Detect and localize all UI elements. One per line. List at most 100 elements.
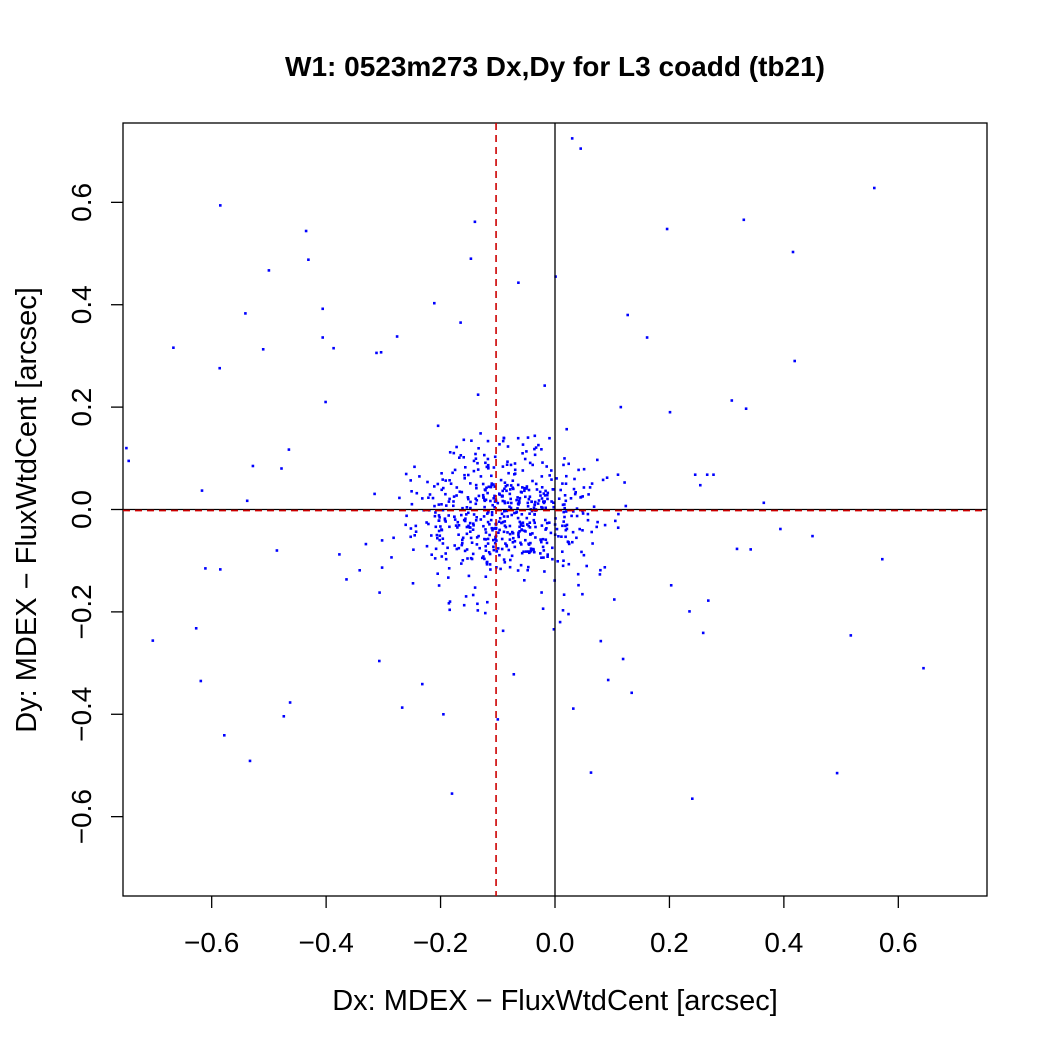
data-point xyxy=(493,541,497,545)
data-point xyxy=(542,549,546,552)
data-point xyxy=(219,204,222,207)
data-point xyxy=(455,547,459,551)
data-point xyxy=(479,432,482,435)
data-point xyxy=(492,483,495,486)
data-point xyxy=(485,563,489,566)
data-point xyxy=(541,461,544,464)
data-point xyxy=(479,518,483,521)
data-point xyxy=(493,505,496,509)
data-point xyxy=(526,505,530,508)
data-point xyxy=(525,516,529,520)
data-point xyxy=(575,536,578,540)
data-point xyxy=(492,538,495,542)
data-point xyxy=(510,513,513,517)
data-point xyxy=(507,471,510,475)
data-point xyxy=(502,436,506,440)
data-point xyxy=(418,475,421,478)
data-point xyxy=(515,510,519,514)
data-point xyxy=(563,503,566,506)
data-point xyxy=(541,607,545,610)
data-point xyxy=(508,565,512,569)
data-point xyxy=(473,586,477,589)
data-point xyxy=(535,488,539,491)
data-point xyxy=(551,546,554,550)
data-point xyxy=(460,562,463,565)
data-point xyxy=(453,515,456,518)
data-point xyxy=(548,436,551,440)
data-point xyxy=(512,536,515,540)
data-point xyxy=(525,550,528,553)
data-point xyxy=(441,508,445,512)
data-point xyxy=(562,520,565,523)
data-point xyxy=(505,463,509,466)
data-point xyxy=(427,522,430,526)
data-point xyxy=(505,489,508,493)
data-point xyxy=(513,473,516,476)
data-point xyxy=(444,520,447,523)
data-point xyxy=(542,556,545,559)
data-point xyxy=(499,478,503,482)
data-point xyxy=(742,218,746,222)
data-point xyxy=(544,538,548,541)
data-point xyxy=(543,494,547,497)
data-point xyxy=(508,505,511,508)
data-point xyxy=(498,528,501,532)
data-point xyxy=(438,534,442,537)
data-point xyxy=(469,506,472,510)
data-point xyxy=(520,513,524,516)
data-point xyxy=(586,512,590,516)
data-point xyxy=(849,634,853,637)
data-point xyxy=(488,533,491,537)
data-point xyxy=(172,346,175,349)
data-point xyxy=(533,521,536,525)
data-point xyxy=(575,514,579,518)
data-point xyxy=(551,557,554,561)
data-point xyxy=(461,559,465,562)
data-point xyxy=(509,506,513,510)
data-point xyxy=(527,542,530,546)
data-point xyxy=(483,557,486,561)
data-point xyxy=(699,483,702,487)
chart-title: W1: 0523m273 Dx,Dy for L3 coadd (tb21) xyxy=(285,51,825,82)
data-point xyxy=(550,500,553,503)
data-point xyxy=(457,533,460,536)
data-point xyxy=(439,525,442,528)
data-point xyxy=(520,543,523,546)
data-point xyxy=(586,518,590,522)
data-point xyxy=(472,513,476,516)
data-point xyxy=(749,548,752,551)
data-point xyxy=(712,473,715,476)
data-point xyxy=(463,477,466,480)
data-point xyxy=(474,457,478,460)
data-point xyxy=(288,701,292,704)
data-point xyxy=(486,542,490,545)
data-point xyxy=(482,515,486,518)
data-point xyxy=(476,602,479,606)
data-point xyxy=(457,524,461,527)
data-point xyxy=(453,518,457,521)
data-point xyxy=(358,569,361,572)
data-point xyxy=(485,465,489,469)
data-point xyxy=(881,557,884,561)
data-point xyxy=(735,547,739,551)
data-point xyxy=(444,557,448,561)
data-point xyxy=(545,541,549,545)
data-point xyxy=(484,549,488,552)
data-point xyxy=(528,461,532,465)
data-point xyxy=(463,549,467,553)
x-tick-label: −0.2 xyxy=(413,927,468,958)
data-point xyxy=(476,461,479,465)
data-point xyxy=(521,524,525,527)
data-point xyxy=(484,544,487,548)
data-point xyxy=(508,532,512,536)
data-point xyxy=(528,521,532,524)
data-point xyxy=(596,520,599,524)
median-lines xyxy=(123,123,987,896)
data-point xyxy=(546,493,549,497)
y-tick-label: −0.4 xyxy=(66,687,97,742)
data-point xyxy=(534,446,538,449)
data-point xyxy=(244,312,247,315)
data-point xyxy=(440,472,443,475)
data-point xyxy=(219,568,222,571)
data-point xyxy=(624,504,628,508)
